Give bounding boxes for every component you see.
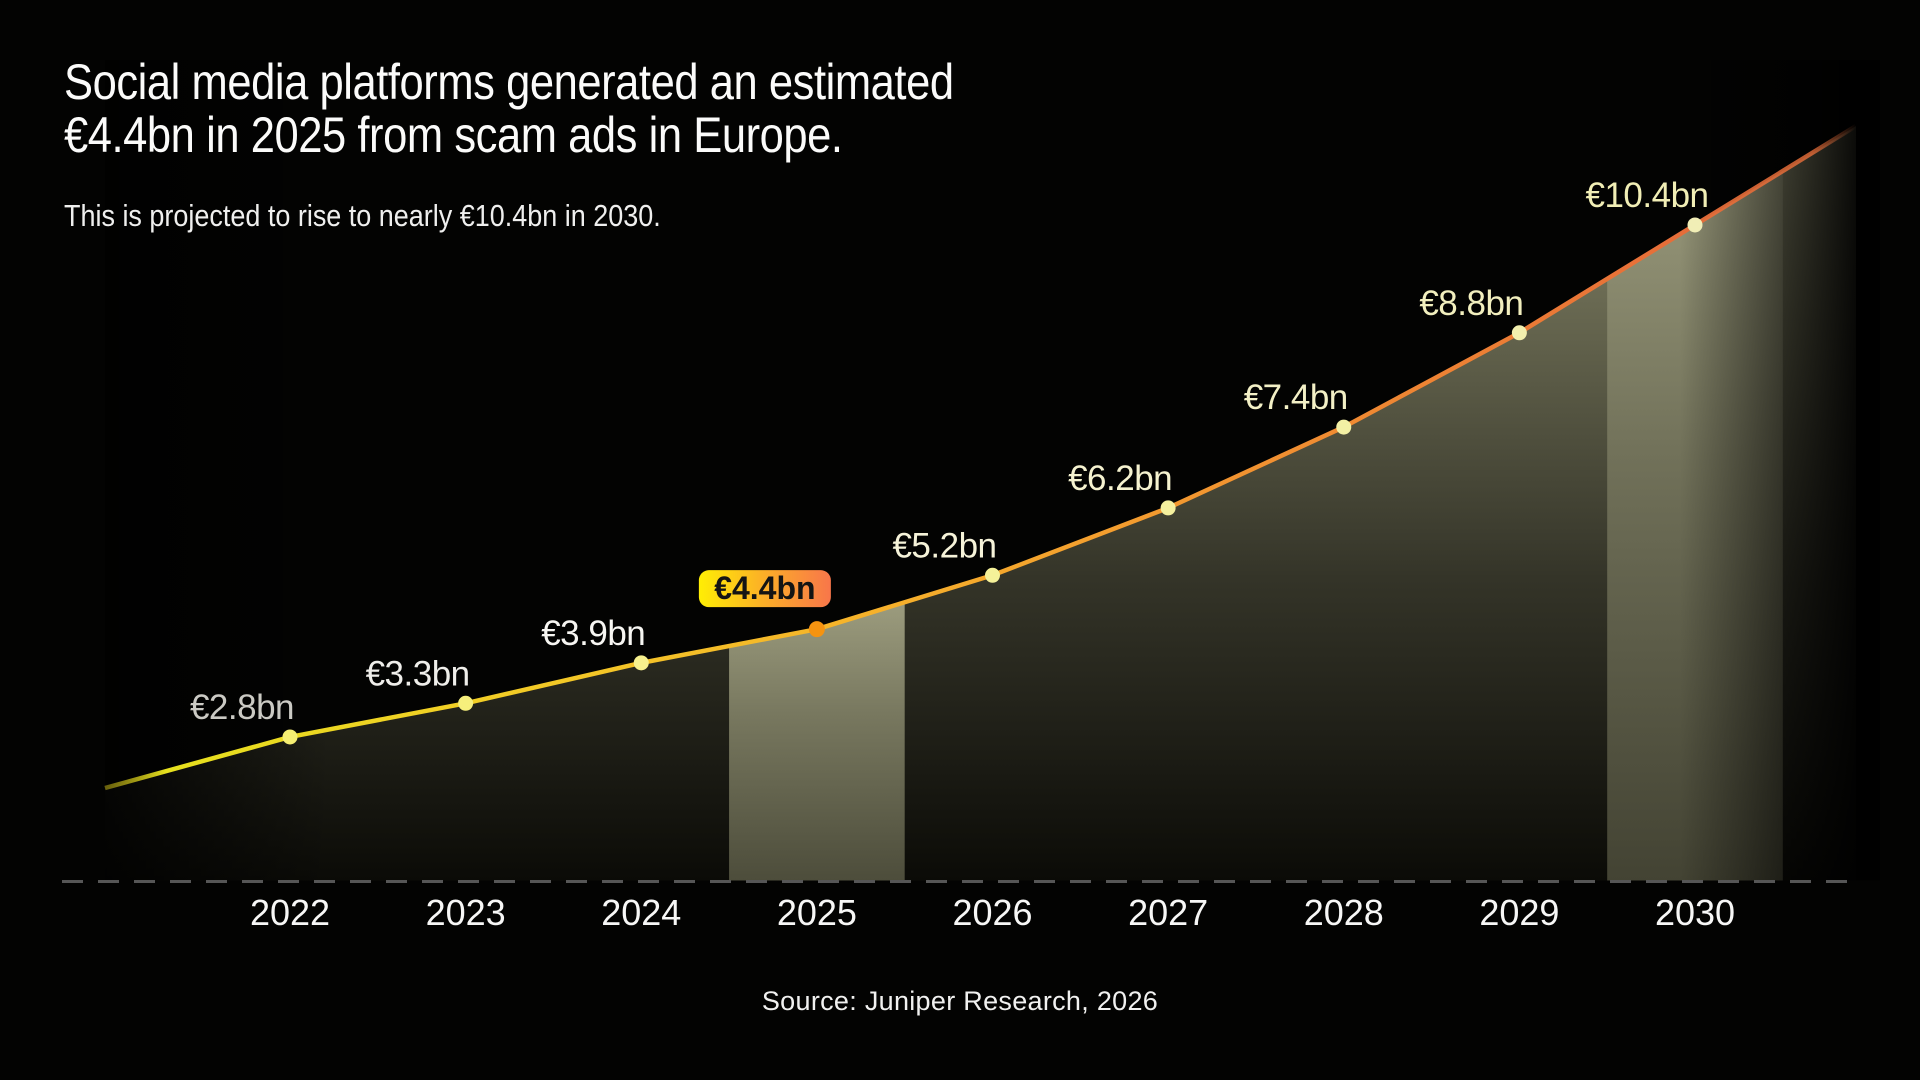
page-subtitle: This is projected to rise to nearly €10.… <box>64 198 661 233</box>
title-line-1: Social media platforms generated an esti… <box>64 54 954 110</box>
data-point-dot <box>282 729 298 745</box>
x-tick-label: 2023 <box>426 892 506 933</box>
highlight-badge-bg <box>698 570 831 608</box>
value-label: €7.4bn <box>1244 378 1348 417</box>
value-label: €5.2bn <box>892 526 996 565</box>
x-tick-label: 2026 <box>952 892 1032 933</box>
data-point-dot <box>985 567 1000 583</box>
x-tick-label: 2027 <box>1128 892 1208 933</box>
data-point-dot <box>1160 500 1176 516</box>
left-fade <box>105 60 340 881</box>
highlight-band <box>729 602 905 881</box>
value-label: €8.8bn <box>1419 284 1523 323</box>
value-label: €10.4bn <box>1585 176 1708 215</box>
x-tick-label: 2022 <box>250 892 330 933</box>
header: Social media platforms generated an esti… <box>64 56 954 233</box>
area-fill <box>105 126 1856 881</box>
x-tick-label: 2025 <box>777 892 857 933</box>
x-tick-label: 2024 <box>601 892 681 933</box>
highlight-badge: €4.4bn <box>698 570 831 608</box>
x-tick-label: 2030 <box>1655 892 1735 933</box>
data-point-dot <box>808 621 825 638</box>
data-point-dot <box>458 695 474 711</box>
data-point-dot <box>633 655 649 671</box>
highlight-badge-label: €4.4bn <box>714 570 815 606</box>
data-point-dot <box>1687 217 1703 233</box>
value-label: €3.9bn <box>541 614 645 653</box>
source-caption: Source: Juniper Research, 2026 <box>761 986 1159 1016</box>
right-fade <box>1620 60 1880 881</box>
value-label: €6.2bn <box>1068 459 1172 498</box>
data-point-dot <box>1336 419 1352 435</box>
data-point-dot <box>1511 325 1527 341</box>
value-label: €2.8bn <box>190 688 294 727</box>
x-tick-label: 2028 <box>1304 892 1384 933</box>
page-title: Social media platforms generated an esti… <box>64 56 954 162</box>
value-label: €3.3bn <box>366 654 470 693</box>
x-tick-label: 2029 <box>1479 892 1559 933</box>
title-line-2: €4.4bn in 2025 from scam ads in Europe. <box>64 107 843 163</box>
